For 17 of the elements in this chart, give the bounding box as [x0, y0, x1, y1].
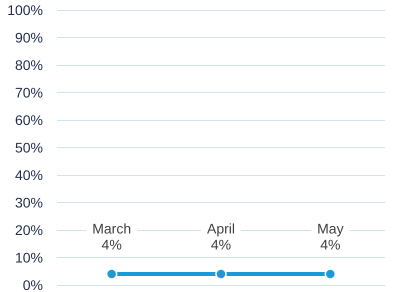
- y-tick-label: 100%: [7, 2, 43, 18]
- y-tick-label: 90%: [14, 30, 43, 46]
- x-tick-label: March: [92, 220, 132, 236]
- y-tick-label: 40%: [14, 167, 43, 183]
- y-tick-label: 80%: [14, 57, 43, 73]
- y-tick-label: 30%: [14, 194, 43, 210]
- x-tick-label: May: [317, 220, 344, 236]
- y-tick-label: 70%: [14, 84, 43, 100]
- data-label: 4%: [210, 236, 232, 252]
- y-tick-label: 60%: [14, 112, 43, 128]
- y-tick-label: 10%: [14, 250, 43, 266]
- data-label: 4%: [102, 236, 122, 252]
- y-tick-label: 0%: [22, 277, 43, 292]
- y-tick-label: 20%: [14, 222, 43, 238]
- y-tick-label: 50%: [14, 140, 43, 156]
- data-label: 4%: [320, 236, 340, 252]
- x-tick-label: April: [206, 220, 236, 236]
